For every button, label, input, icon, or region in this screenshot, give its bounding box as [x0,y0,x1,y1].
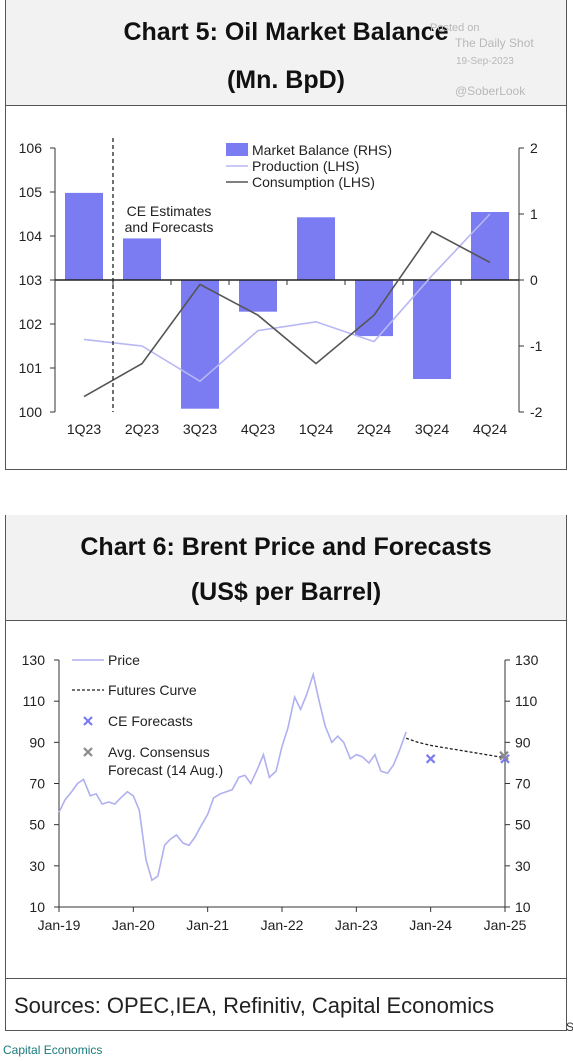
left-tick-label: 100 [19,404,43,420]
chart6-footer-divider [6,978,566,979]
x-tick-label: 2Q23 [125,421,159,437]
chart6-title-divider [6,620,566,621]
right-tick-label: 1 [530,206,538,222]
left-tick-label: 104 [19,228,43,244]
market-balance-bar-3q24 [413,280,451,379]
x-tick-label: 4Q24 [473,421,507,437]
market-balance-bar-4q23 [239,280,277,312]
cut-off-fragment: S [566,1020,573,1034]
x-tick-label: 1Q23 [67,421,101,437]
market-balance-bar-2q24 [355,280,393,337]
x-tick-label: 3Q23 [183,421,217,437]
market-balance-bar-4q24 [471,212,509,280]
market-balance-bar-1q24 [297,217,335,280]
left-tick-label: 105 [19,184,43,200]
x-tick-label: 1Q24 [299,421,333,437]
right-tick-label: -2 [530,404,543,420]
annotation-line1: CE Estimates [127,203,212,219]
watermark-source: The Daily Shot [455,36,534,50]
x-tick-label: 2Q24 [357,421,391,437]
legend-label-production: Production (LHS) [252,158,359,174]
x-tick-label: 3Q24 [415,421,449,437]
chart5-panel: Chart 5: Oil Market Balance (Mn. BpD) [5,0,567,470]
chart5-title-area: Chart 5: Oil Market Balance (Mn. BpD) [6,0,566,105]
watermark-date: 19-Sep-2023 [456,56,514,67]
chart5-title-divider [6,105,566,106]
left-tick-label: 106 [19,140,43,156]
sources-note: Sources: OPEC,IEA, Refinitiv, Capital Ec… [14,993,495,1018]
chart5-subtitle: (Mn. BpD) [226,66,346,94]
chart5-plot: 100 101 102 103 104 105 106 -2 -1 0 1 2 1Q23 2Q23 3Q23… [19,138,543,437]
right-tick-label: 0 [530,272,538,288]
chart6-title: Chart 6: Brent Price and Forecasts [80,533,492,561]
market-balance-bar-2q23 [123,238,161,280]
annotation-line2: and Forecasts [125,219,214,235]
market-balance-bar-1q23 [65,192,103,280]
x-tick-label: 4Q23 [241,421,275,437]
capital-economics-link[interactable]: Capital Economics [3,1043,103,1057]
chart6-subtitle: (US$ per Barrel) [190,578,382,606]
chart5-bottom-border [6,469,566,470]
legend-swatch-market-balance [226,143,248,156]
chart5-title: Chart 5: Oil Market Balance [123,18,449,46]
production-lhs-line [83,213,491,383]
chart6-panel: Chart 6: Brent Price and Forecasts (US$ … [5,515,567,1031]
left-tick-label: 101 [19,360,43,376]
watermark-posted: Posted on [430,22,480,34]
right-tick-label: 2 [530,140,538,156]
watermark-handle: @SoberLook [455,84,526,98]
consumption-lhs-line [83,230,491,398]
chart6-title-area: Chart 6: Brent Price and Forecasts (US$ … [6,515,566,620]
market-balance-bar-3q23 [181,280,219,409]
right-tick-label: -1 [530,338,543,354]
left-tick-label: 103 [19,272,43,288]
left-tick-label: 102 [19,316,43,332]
chart6-bottom-border [6,1030,566,1031]
legend-label-consumption: Consumption (LHS) [252,174,375,190]
legend-label-market-balance: Market Balance (RHS) [252,142,392,158]
